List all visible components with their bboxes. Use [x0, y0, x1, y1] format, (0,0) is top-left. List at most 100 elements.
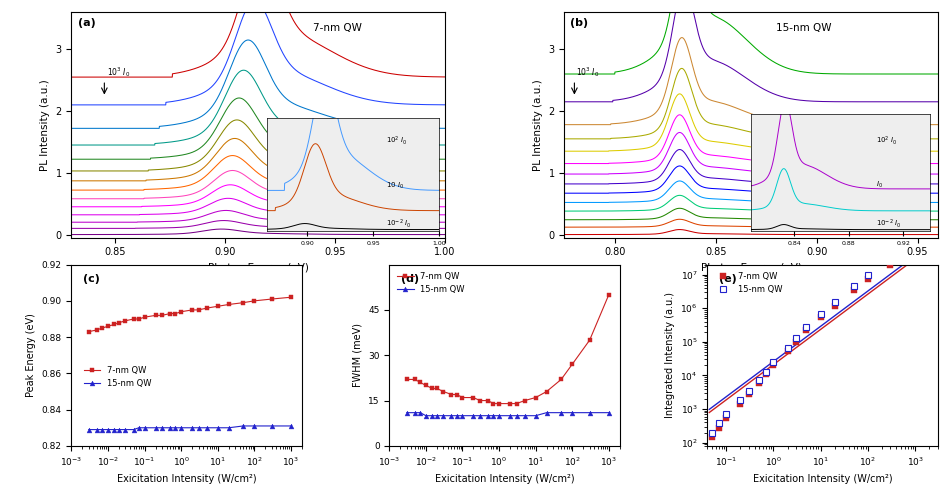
7-nm QW [175, 309, 187, 315]
15-nm QW [713, 420, 724, 426]
7-nm QW [511, 401, 523, 407]
7-nm QW [169, 311, 181, 317]
Text: $10^3\ I_0$: $10^3\ I_0$ [576, 65, 600, 79]
7-nm QW [193, 307, 205, 313]
7-nm QW [401, 376, 412, 382]
7-nm QW [139, 314, 150, 320]
15-nm QW [782, 344, 793, 350]
7-nm QW [420, 383, 431, 389]
7-nm QW [555, 376, 566, 382]
7-nm QW [863, 276, 874, 282]
7-nm QW [409, 376, 421, 382]
15-nm QW [237, 423, 248, 429]
7-nm QW [91, 327, 103, 333]
7-nm QW [457, 394, 468, 400]
15-nm QW [438, 413, 449, 418]
7-nm QW [201, 305, 212, 311]
Text: 15-nm QW: 15-nm QW [776, 23, 832, 33]
15-nm QW [139, 425, 150, 431]
15-nm QW [420, 413, 431, 418]
15-nm QW [743, 388, 754, 394]
15-nm QW [603, 410, 614, 416]
7-nm QW [223, 301, 234, 307]
15-nm QW [863, 272, 874, 278]
15-nm QW [519, 413, 530, 418]
7-nm QW [248, 298, 260, 304]
7-nm QW [767, 362, 779, 368]
15-nm QW [102, 427, 113, 433]
15-nm QW [128, 427, 139, 433]
7-nm QW [753, 380, 764, 386]
7-nm QW [566, 362, 578, 368]
15-nm QW [848, 283, 860, 289]
X-axis label: Exicitation Intensity (W/cm²): Exicitation Intensity (W/cm²) [753, 473, 892, 484]
15-nm QW [483, 413, 494, 418]
15-nm QW [156, 425, 168, 431]
7-nm QW [603, 292, 614, 298]
15-nm QW [212, 425, 224, 431]
Line: 15-nm QW: 15-nm QW [709, 242, 918, 435]
15-nm QW [753, 377, 764, 383]
15-nm QW [541, 410, 552, 416]
7-nm QW [584, 337, 595, 343]
7-nm QW [113, 319, 125, 325]
7-nm QW [782, 348, 793, 354]
7-nm QW [474, 398, 486, 404]
Line: 15-nm QW: 15-nm QW [405, 410, 611, 418]
15-nm QW [790, 335, 802, 341]
15-nm QW [165, 425, 176, 431]
7-nm QW [829, 303, 841, 309]
15-nm QW [96, 427, 108, 433]
15-nm QW [109, 427, 120, 433]
7-nm QW [761, 371, 772, 377]
Y-axis label: PL Intensity (a.u.): PL Intensity (a.u.) [40, 79, 50, 171]
15-nm QW [113, 427, 125, 433]
Text: 7-nm QW: 7-nm QW [313, 23, 362, 33]
15-nm QW [511, 413, 523, 418]
X-axis label: Exicitation Intensity (W/cm²): Exicitation Intensity (W/cm²) [117, 473, 256, 484]
7-nm QW [467, 394, 479, 400]
7-nm QW [83, 329, 94, 335]
7-nm QW [438, 389, 449, 394]
7-nm QW [735, 401, 746, 407]
7-nm QW [426, 386, 438, 392]
X-axis label: Photon Energy (eV): Photon Energy (eV) [208, 263, 308, 273]
7-nm QW [149, 313, 161, 318]
Line: 7-nm QW: 7-nm QW [87, 295, 293, 334]
7-nm QW [706, 434, 718, 440]
7-nm QW [431, 386, 443, 392]
Legend: 7-nm QW, 15-nm QW: 7-nm QW, 15-nm QW [393, 269, 468, 297]
Y-axis label: FWHM (meV): FWHM (meV) [352, 323, 363, 387]
15-nm QW [555, 410, 566, 416]
7-nm QW [128, 316, 139, 322]
15-nm QW [735, 397, 746, 403]
15-nm QW [451, 413, 463, 418]
Line: 7-nm QW: 7-nm QW [709, 246, 918, 440]
Y-axis label: Integrated Intensity (a.u.): Integrated Intensity (a.u.) [664, 292, 675, 418]
15-nm QW [706, 430, 718, 436]
Text: (c): (c) [83, 273, 100, 284]
15-nm QW [266, 423, 277, 429]
7-nm QW [909, 245, 921, 251]
15-nm QW [566, 410, 578, 416]
Text: (b): (b) [570, 18, 588, 28]
7-nm QW [187, 307, 198, 313]
7-nm QW [487, 401, 499, 407]
7-nm QW [266, 296, 277, 302]
Legend: 7-nm QW, 15-nm QW: 7-nm QW, 15-nm QW [80, 363, 154, 392]
X-axis label: Photon Energy (eV): Photon Energy (eV) [701, 263, 802, 273]
Y-axis label: PL Intensity (a.u.): PL Intensity (a.u.) [533, 79, 543, 171]
7-nm QW [505, 401, 516, 407]
15-nm QW [409, 410, 421, 416]
15-nm QW [193, 425, 205, 431]
7-nm QW [541, 389, 552, 394]
7-nm QW [212, 303, 224, 309]
15-nm QW [493, 413, 505, 418]
15-nm QW [133, 425, 145, 431]
15-nm QW [584, 410, 595, 416]
15-nm QW [721, 411, 732, 417]
7-nm QW [493, 401, 505, 407]
15-nm QW [505, 413, 516, 418]
7-nm QW [133, 316, 145, 322]
7-nm QW [237, 300, 248, 306]
